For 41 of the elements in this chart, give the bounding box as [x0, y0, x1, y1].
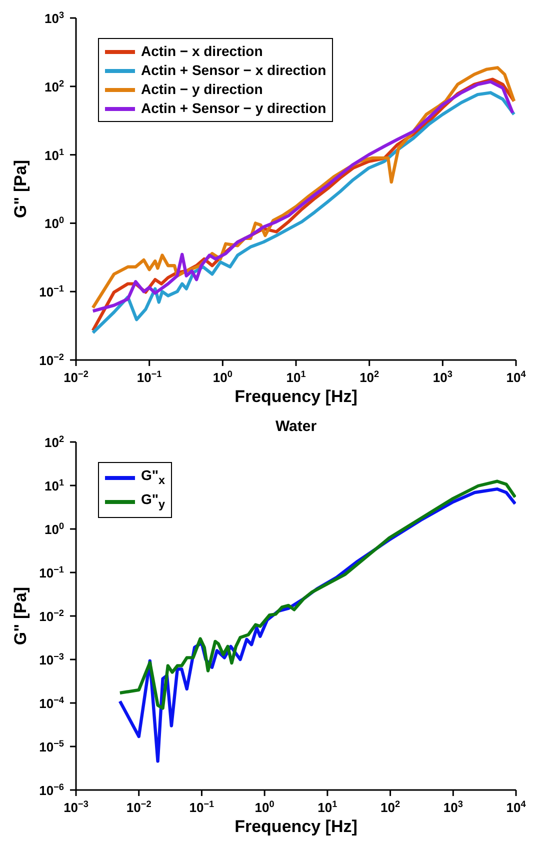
- x-tick-label: 10$^{2}$: [360, 369, 380, 385]
- x-axis-title: Frequency [Hz]: [234, 817, 358, 836]
- y-tick-label: 10$^{1}$: [44, 478, 64, 494]
- y-tick-label: 10$^{−2}$: [39, 608, 64, 624]
- y-tick-label: 10$^{−6}$: [39, 782, 64, 798]
- y-tick-label: 10$^{−1}$: [39, 284, 64, 300]
- x-tick-label: 10$^{−2}$: [126, 799, 152, 815]
- chart-title: Water: [274, 418, 318, 435]
- y-axis-title: G" [Pa]: [11, 586, 30, 646]
- y-tick-label: 10$^{0}$: [44, 521, 64, 537]
- x-tick-label: 10$^{1}$: [318, 799, 338, 815]
- y-tick-label: 10$^{−4}$: [39, 695, 65, 711]
- x-axis-title: Frequency [Hz]: [234, 387, 358, 406]
- y-tick-label: 10$^{3}$: [44, 10, 64, 26]
- y-tick-label: 10$^{−3}$: [39, 652, 64, 668]
- legend-label: Actin + Sensor − x direction: [141, 61, 326, 80]
- legend-label: Actin − y direction: [141, 80, 263, 99]
- legend-label: G"$_{y}$: [141, 490, 166, 513]
- y-tick-label: 10$^{0}$: [44, 215, 64, 232]
- y-tick-label: 10$^{−5}$: [39, 738, 64, 754]
- x-tick-label: 10$^{−1}$: [136, 369, 162, 385]
- y-tick-label: 10$^{2}$: [44, 434, 64, 450]
- x-tick-label: 10$^{3}$: [443, 799, 463, 815]
- legend-label: Actin − x direction: [141, 42, 263, 61]
- x-tick-label: 10$^{4}$: [506, 799, 527, 815]
- x-tick-label: 10$^{2}$: [380, 799, 400, 815]
- x-tick-label: 10$^{3}$: [432, 369, 452, 385]
- y-tick-label: 10$^{2}$: [44, 78, 64, 94]
- x-tick-label: 10$^{1}$: [286, 369, 306, 385]
- x-tick-label: 10$^{0}$: [212, 369, 232, 385]
- y-tick-label: 10$^{−2}$: [39, 352, 64, 368]
- x-tick-label: 10$^{−1}$: [189, 799, 214, 815]
- legend-label: Actin + Sensor − y direction: [141, 99, 326, 118]
- y-tick-label: 10$^{1}$: [44, 146, 64, 163]
- x-tick-label: 10$^{0}$: [254, 799, 274, 815]
- x-tick-label: 10$^{4}$: [506, 369, 527, 385]
- y-axis-title: G" [Pa]: [11, 160, 30, 218]
- legend-label: G"$_{x}$: [141, 466, 166, 489]
- x-tick-label: 10$^{−2}$: [64, 369, 88, 385]
- x-tick-label: 10$^{−3}$: [64, 799, 88, 815]
- y-tick-label: 10$^{−1}$: [39, 564, 64, 580]
